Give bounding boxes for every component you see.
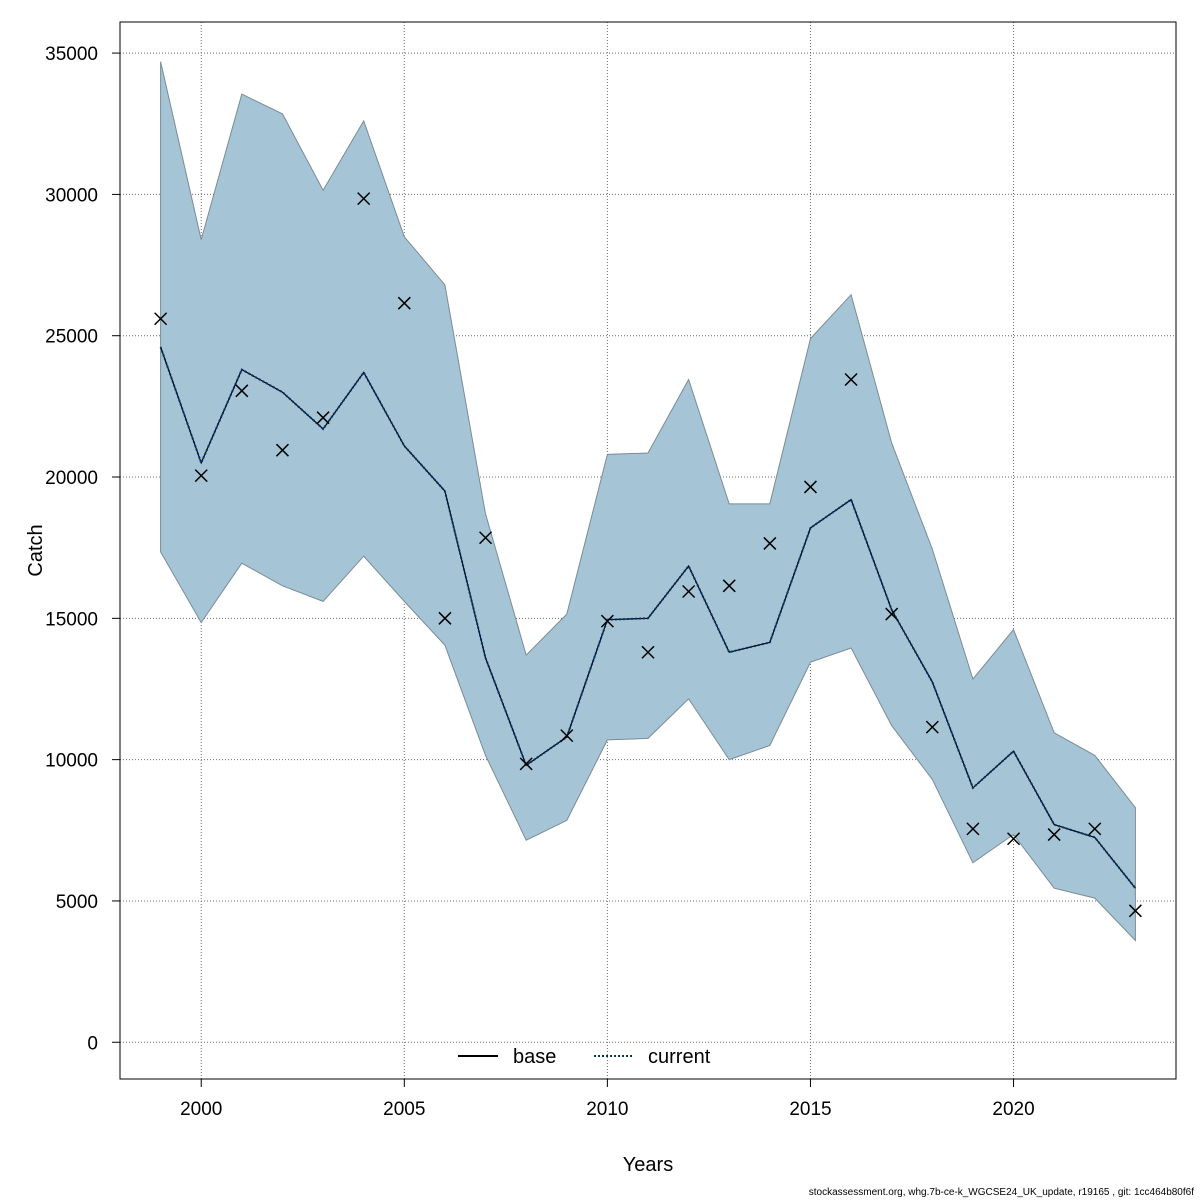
- legend: base current: [458, 1046, 711, 1068]
- observed-point: [438, 611, 452, 625]
- observed-point: [1128, 904, 1142, 918]
- observed-point: [966, 822, 980, 836]
- observed-point-stroke: [316, 411, 330, 425]
- observed-point-stroke: [722, 579, 736, 593]
- observed-point: [722, 579, 736, 593]
- observed-point: [1088, 822, 1102, 836]
- y-tick-label: 35000: [45, 44, 98, 65]
- observed-point-stroke: [600, 614, 614, 628]
- y-tick-label: 15000: [45, 609, 98, 630]
- plot-frame: [119, 21, 1177, 1080]
- y-tick-label: 10000: [45, 751, 98, 772]
- observed-point: [925, 720, 939, 734]
- observed-point-stroke: [154, 312, 168, 326]
- observed-point: [316, 411, 330, 425]
- observed-point: [1007, 832, 1021, 846]
- observed-point-stroke: [844, 372, 858, 387]
- series-line-layer: [159, 346, 1137, 889]
- observed-point-stroke: [1128, 904, 1142, 918]
- y-tick-label: 20000: [45, 468, 98, 489]
- observed-point: [479, 531, 493, 545]
- series-line-current: [159, 346, 1137, 889]
- observed-point-stroke: [235, 384, 249, 398]
- legend-base-label: base: [513, 1046, 556, 1068]
- observed-point: [519, 757, 533, 771]
- observed-point-stroke: [357, 192, 371, 206]
- observed-point-stroke: [682, 584, 696, 599]
- observed-point-stroke: [803, 480, 817, 494]
- observed-point: [763, 536, 777, 550]
- observed-point: [885, 607, 899, 621]
- confidence-band: [160, 61, 1136, 942]
- observed-point: [194, 469, 208, 483]
- x-axis-title: Years: [623, 1154, 673, 1176]
- y-tick-label: 5000: [56, 892, 98, 913]
- observed-point: [1047, 828, 1061, 842]
- observed-point-stroke: [885, 607, 899, 621]
- observed-point: [560, 729, 574, 743]
- observed-point: [803, 480, 817, 494]
- observed-point: [682, 584, 696, 599]
- observed-point: [600, 614, 614, 628]
- legend-current-label: current: [648, 1046, 711, 1068]
- observed-point: [844, 372, 858, 387]
- observed-point-stroke: [763, 536, 777, 550]
- observed-point-stroke: [925, 720, 939, 734]
- x-axis: 2000 2005 2010 2015 2020: [180, 1079, 1035, 1120]
- y-axis-title: Catch: [25, 524, 47, 576]
- x-tick-label: 2005: [383, 1099, 425, 1120]
- x-tick-label: 2015: [789, 1099, 831, 1120]
- observed-point: [154, 312, 168, 326]
- observed-points-layer: [154, 192, 1142, 918]
- observed-point-stroke: [966, 822, 980, 836]
- observed-point-stroke: [275, 443, 289, 457]
- observed-point-stroke: [1088, 822, 1102, 836]
- footer-credit: stockassessment.org, whg.7b-ce-k_WGCSE24…: [808, 1187, 1194, 1198]
- observed-point-stroke: [479, 531, 493, 545]
- y-tick-label: 0: [87, 1033, 98, 1054]
- y-axis: 0 5000 10000 15000 20000 25000 30000 35000: [45, 44, 120, 1054]
- x-tick-label: 2010: [586, 1099, 628, 1120]
- observed-point: [275, 443, 289, 457]
- x-tick-label: 2020: [992, 1099, 1034, 1120]
- observed-point-stroke: [560, 729, 574, 743]
- observed-point-stroke: [194, 469, 208, 483]
- observed-point: [235, 384, 249, 398]
- observed-point-stroke: [519, 757, 533, 771]
- observed-point: [641, 645, 655, 659]
- y-tick-label: 25000: [45, 327, 98, 348]
- observed-point-stroke: [641, 645, 655, 659]
- observed-point-stroke: [1007, 832, 1021, 846]
- observed-point: [397, 296, 411, 310]
- observed-point: [357, 192, 371, 206]
- confidence-band-layer: [160, 61, 1136, 942]
- y-tick-label: 30000: [45, 185, 98, 206]
- observed-point-stroke: [1047, 828, 1061, 842]
- observed-point-stroke: [397, 296, 411, 310]
- observed-point-stroke: [438, 611, 452, 625]
- x-tick-label: 2000: [180, 1099, 222, 1120]
